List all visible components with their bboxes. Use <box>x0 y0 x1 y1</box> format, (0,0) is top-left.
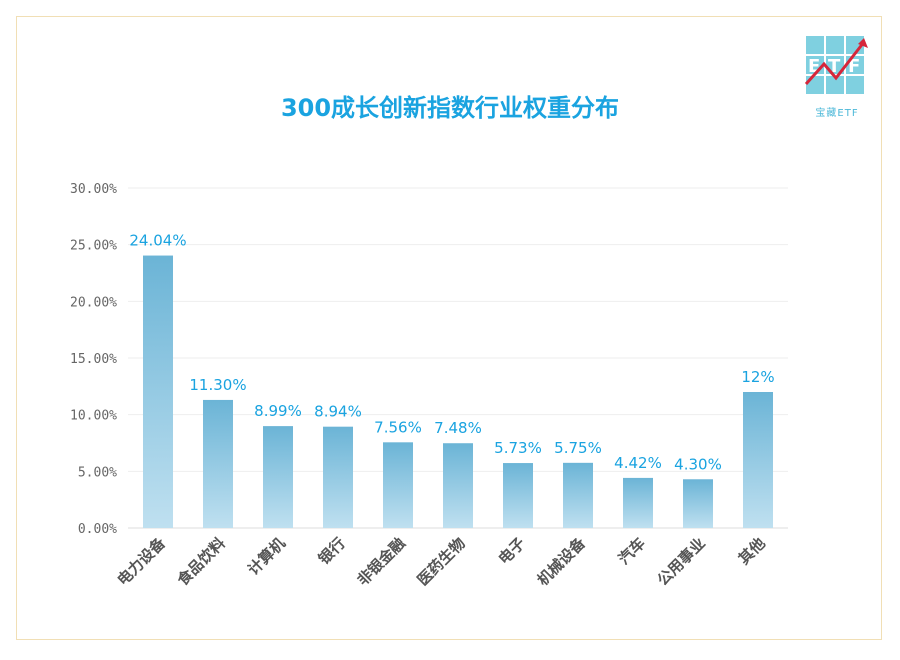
category-label: 计算机 <box>244 534 289 579</box>
category-label: 公用事业 <box>654 534 709 589</box>
y-tick-label: 0.00% <box>78 522 117 537</box>
bar <box>263 426 293 528</box>
bar <box>683 479 713 528</box>
data-label: 7.56% <box>374 418 422 436</box>
category-label: 非银金融 <box>354 534 409 589</box>
category-label: 电力设备 <box>114 533 170 589</box>
category-label: 医药生物 <box>414 534 469 589</box>
logo-text: 宝藏ETF <box>815 108 859 119</box>
bar <box>743 392 773 528</box>
y-tick-label: 5.00% <box>78 465 117 480</box>
category-label: 电子 <box>495 534 529 568</box>
y-tick-label: 30.00% <box>70 182 117 197</box>
data-label: 8.99% <box>254 402 302 420</box>
bar <box>143 255 173 528</box>
bar <box>563 462 593 528</box>
category-label: 银行 <box>315 534 349 568</box>
y-tick-label: 25.00% <box>70 239 117 254</box>
y-tick-label: 15.00% <box>70 352 117 367</box>
category-label: 其他 <box>735 534 769 568</box>
bar <box>383 442 413 528</box>
y-tick-label: 10.00% <box>70 409 117 424</box>
bar <box>203 399 233 528</box>
category-label: 食品饮料 <box>174 534 229 589</box>
data-label: 5.75% <box>554 439 602 457</box>
data-label: 7.48% <box>434 419 482 437</box>
bar <box>443 443 473 528</box>
data-label: 11.30% <box>189 376 246 394</box>
svg-text:F: F <box>848 56 860 77</box>
chart-title: 300成长创新指数行业权重分布 <box>280 94 620 122</box>
data-label: 24.04% <box>129 232 186 250</box>
data-label: 5.73% <box>494 439 542 457</box>
data-label: 4.42% <box>614 454 662 472</box>
bar <box>323 426 353 528</box>
etf-logo-icon: E T F <box>804 36 868 94</box>
category-label: 机械设备 <box>534 533 590 589</box>
data-label: 12% <box>741 368 774 386</box>
y-tick-label: 20.00% <box>70 295 117 310</box>
data-label: 8.94% <box>314 403 362 421</box>
category-label: 汽车 <box>615 534 649 568</box>
bar <box>503 463 533 528</box>
data-label: 4.30% <box>674 455 722 473</box>
bar <box>623 477 653 528</box>
